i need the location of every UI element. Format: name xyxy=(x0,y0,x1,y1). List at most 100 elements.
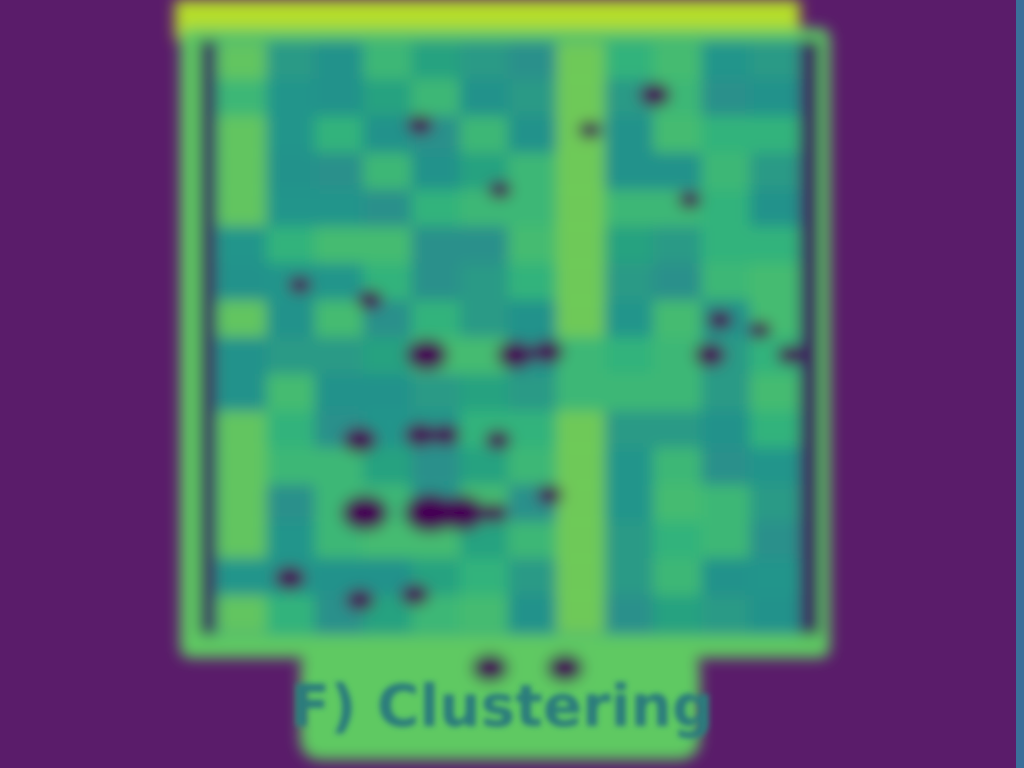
cell xyxy=(266,521,316,560)
cell xyxy=(218,558,268,597)
cell xyxy=(653,152,703,191)
cell xyxy=(604,42,654,80)
cell xyxy=(604,189,654,228)
cell xyxy=(604,226,654,265)
cell xyxy=(701,521,751,560)
cell xyxy=(508,373,558,412)
left-strip xyxy=(200,40,216,635)
cell xyxy=(653,410,703,449)
cell xyxy=(266,484,316,523)
cell xyxy=(556,337,606,375)
cell xyxy=(266,595,316,633)
cell xyxy=(218,152,268,191)
cell xyxy=(314,152,364,191)
cell xyxy=(701,189,751,228)
cell xyxy=(266,373,316,412)
cell xyxy=(508,300,558,338)
cell xyxy=(701,410,751,449)
cell xyxy=(218,521,268,560)
dark-spot xyxy=(341,495,389,531)
cell xyxy=(749,410,799,449)
cell xyxy=(604,484,654,523)
dark-spot xyxy=(777,345,803,365)
cell xyxy=(653,484,703,523)
cell xyxy=(701,115,751,154)
cell xyxy=(653,337,703,375)
cell xyxy=(701,373,751,412)
dark-spot xyxy=(496,341,534,369)
dark-spot xyxy=(488,181,512,199)
cell xyxy=(556,447,606,486)
cell xyxy=(218,373,268,412)
cell xyxy=(508,447,558,486)
cell xyxy=(411,152,461,191)
cell xyxy=(653,595,703,633)
cell xyxy=(459,263,509,302)
cell xyxy=(218,263,268,302)
cell xyxy=(459,595,509,633)
cell xyxy=(218,447,268,486)
dark-spot xyxy=(485,430,511,450)
cell xyxy=(508,558,558,597)
cell xyxy=(653,226,703,265)
cell xyxy=(604,263,654,302)
cell xyxy=(363,337,413,375)
cell xyxy=(653,558,703,597)
cell xyxy=(701,42,751,80)
cell xyxy=(266,189,316,228)
cell xyxy=(749,558,799,597)
dark-spot xyxy=(537,485,563,505)
cell xyxy=(749,78,799,117)
cell xyxy=(411,78,461,117)
cell xyxy=(701,558,751,597)
cell xyxy=(701,447,751,486)
cell xyxy=(556,595,606,633)
cell xyxy=(218,300,268,338)
cell xyxy=(749,189,799,228)
cell xyxy=(653,373,703,412)
dark-spot xyxy=(357,290,383,310)
dark-spot xyxy=(546,654,584,682)
cell xyxy=(411,226,461,265)
cell xyxy=(314,189,364,228)
cell xyxy=(363,115,413,154)
cell xyxy=(218,189,268,228)
cell xyxy=(459,447,509,486)
cell xyxy=(508,115,558,154)
cell xyxy=(508,42,558,80)
cell xyxy=(314,263,364,302)
cell xyxy=(604,373,654,412)
cell xyxy=(363,373,413,412)
cell xyxy=(653,42,703,80)
cell xyxy=(604,300,654,338)
cell xyxy=(266,226,316,265)
cell xyxy=(218,337,268,375)
cell xyxy=(749,447,799,486)
dark-spot xyxy=(431,424,461,446)
cell xyxy=(314,300,364,338)
cell xyxy=(508,595,558,633)
cell xyxy=(604,595,654,633)
cell xyxy=(363,152,413,191)
cell xyxy=(508,521,558,560)
cell xyxy=(749,521,799,560)
cell xyxy=(363,447,413,486)
cell xyxy=(556,189,606,228)
cell xyxy=(701,484,751,523)
cell-grid xyxy=(218,42,799,633)
cell xyxy=(218,410,268,449)
dark-spot xyxy=(639,83,671,107)
cell xyxy=(749,263,799,302)
cell xyxy=(218,595,268,633)
cell xyxy=(556,226,606,265)
dark-spot xyxy=(678,191,702,209)
cell xyxy=(314,115,364,154)
dark-spot xyxy=(345,589,375,611)
cell xyxy=(556,484,606,523)
cell xyxy=(508,78,558,117)
dark-spot xyxy=(407,115,433,135)
cell xyxy=(749,152,799,191)
cell xyxy=(314,78,364,117)
